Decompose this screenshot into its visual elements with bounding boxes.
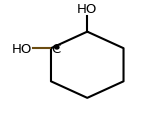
Circle shape — [55, 46, 59, 50]
Text: C: C — [52, 42, 61, 55]
Text: HO: HO — [12, 42, 32, 55]
Text: HO: HO — [77, 3, 97, 16]
